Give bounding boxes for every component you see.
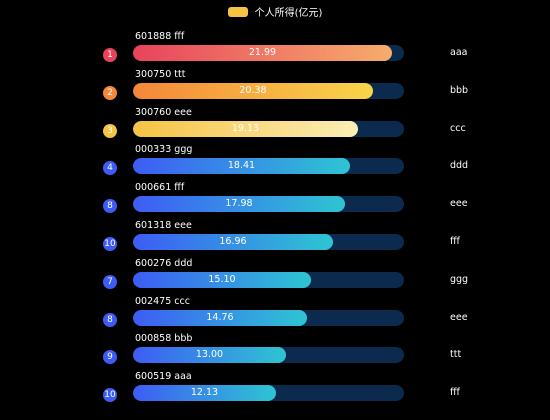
bar[interactable] [133, 82, 373, 99]
rank-badge: 1 [103, 48, 117, 62]
rank-badge: 10 [103, 388, 117, 403]
bar-track: 17.98 [133, 196, 404, 213]
bar[interactable] [133, 385, 276, 402]
value-label: 21.99 [248, 47, 277, 58]
right-label: ttt [450, 349, 462, 361]
value-label: 17.98 [225, 198, 253, 210]
right-label: eee [450, 311, 468, 323]
rank-badge: 4 [103, 161, 117, 176]
bar-track: 18.41 [133, 158, 404, 175]
bar-row[interactable]: 3 300760 eee 19.13 ccc [0, 107, 550, 145]
rank-badge: 10 [103, 237, 117, 251]
rank-badge: 7 [103, 274, 117, 289]
right-label: ddd [450, 160, 469, 172]
bar-track: 14.76 [133, 309, 404, 326]
bar-row[interactable]: 7 600276 ddd 15.10 ggg [0, 258, 550, 296]
rank-badge: 8 [103, 199, 117, 214]
value-label: 18.41 [227, 160, 256, 172]
bar-row[interactable]: 9 000858 bbb 13.00 ttt [0, 333, 550, 371]
right-label: fff [450, 236, 460, 247]
bar-track: 12.13 [133, 385, 404, 402]
category-label: 000858 bbb [135, 333, 193, 345]
right-label: fff [450, 387, 460, 399]
right-label: ccc [450, 122, 466, 134]
rank-badge: 8 [103, 312, 117, 327]
category-label: 000333 ggg [135, 144, 193, 156]
value-label: 15.10 [208, 273, 236, 285]
bar-track: 20.38 [133, 82, 404, 99]
category-label: 601888 fff [135, 31, 185, 42]
value-label: 20.38 [239, 84, 267, 96]
bar-row[interactable]: 10 600519 aaa 12.13 fff [0, 371, 550, 409]
category-label: 002475 ccc [135, 295, 190, 307]
value-label: 14.76 [206, 311, 234, 323]
bar[interactable] [133, 196, 345, 213]
category-label: 600519 aaa [135, 371, 192, 383]
bar-track: 13.00 [133, 347, 404, 364]
right-label: eee [450, 198, 468, 210]
value-label: 16.96 [219, 236, 247, 247]
category-label: 000661 fff [135, 182, 185, 194]
bar[interactable] [133, 45, 392, 61]
bar-track: 16.96 [133, 234, 404, 250]
bar-track: 15.10 [133, 271, 404, 288]
bar-row[interactable]: 2 300750 ttt 20.38 bbb [0, 69, 550, 107]
bar-row[interactable]: 8 000661 fff 17.98 eee [0, 182, 550, 220]
rank-badge: 9 [103, 350, 117, 365]
bar[interactable] [133, 234, 333, 250]
bar-row[interactable]: 1 601888 fff 21.99 aaa [0, 31, 550, 69]
bar[interactable] [133, 120, 358, 137]
category-label: 601318 eee [135, 220, 192, 231]
rank-badge: 3 [103, 123, 117, 138]
bar-row[interactable]: 10 601318 eee 16.96 fff [0, 220, 550, 258]
right-label: aaa [450, 47, 468, 58]
bar[interactable] [133, 309, 307, 326]
right-label: ggg [450, 273, 469, 285]
legend-label: 个人所得(亿元) [254, 8, 323, 19]
category-label: 600276 ddd [135, 257, 193, 269]
bar-track: 21.99 [133, 45, 404, 61]
bar-row[interactable]: 4 000333 ggg 18.41 ddd [0, 144, 550, 182]
legend-swatch [227, 6, 248, 17]
category-label: 300750 ttt [135, 68, 186, 80]
bar-row[interactable]: 8 002475 ccc 14.76 eee [0, 296, 550, 334]
value-label: 12.13 [190, 387, 219, 399]
value-label: 19.13 [231, 122, 260, 134]
right-label: bbb [450, 84, 469, 96]
rank-badge: 2 [103, 85, 117, 100]
bar-track: 19.13 [133, 120, 404, 137]
value-label: 13.00 [195, 349, 224, 361]
chart-legend[interactable]: 个人所得(亿元) [0, 4, 550, 19]
category-label: 300760 eee [135, 106, 192, 118]
bar[interactable] [133, 347, 286, 364]
bar[interactable] [133, 158, 350, 175]
bar[interactable] [133, 271, 311, 288]
